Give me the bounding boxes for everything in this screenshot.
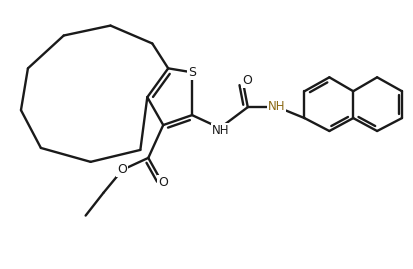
Text: S: S [188,66,196,79]
Text: NH: NH [268,100,285,113]
Text: O: O [242,74,252,87]
Text: NH: NH [212,123,230,137]
Text: O: O [158,176,168,189]
Text: O: O [118,163,127,176]
